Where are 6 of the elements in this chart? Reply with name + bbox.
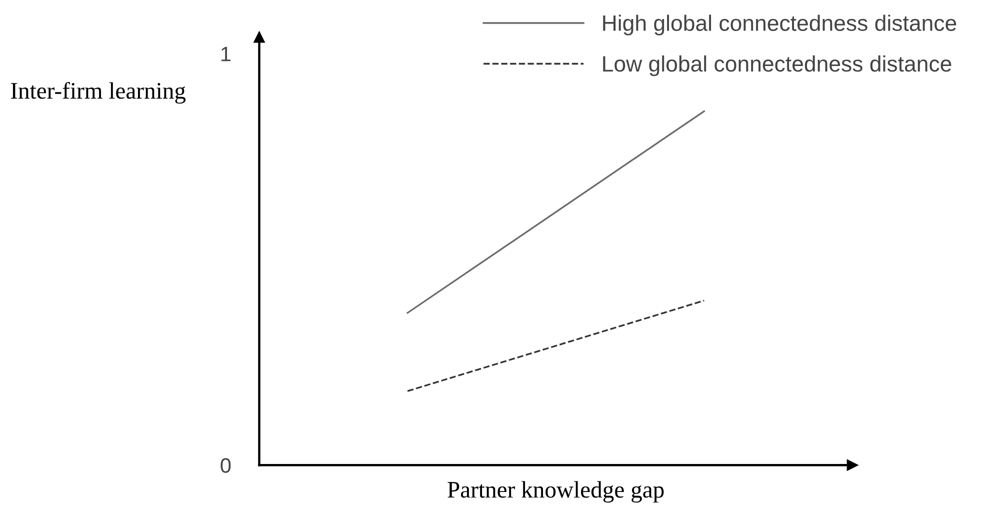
x-axis-title: Partner knowledge gap [448, 481, 664, 503]
y-axis-title: Inter-firm learning [10, 82, 186, 104]
y-tick-label: 1 [221, 46, 230, 62]
legend-label: High global connectedness distance [603, 14, 956, 36]
legend-label: Low global connectedness distance [603, 55, 952, 76]
y-tick-label: 0 [220, 458, 231, 473]
